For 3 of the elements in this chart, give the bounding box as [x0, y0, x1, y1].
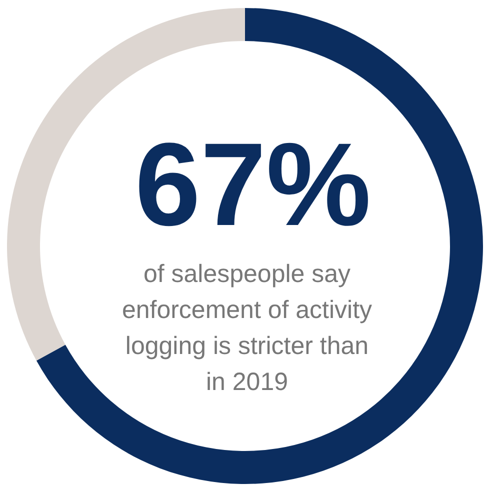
data-label: 67% — [134, 119, 372, 251]
text: of salespeople say enforcement of activity logging is stricter than in 2019 — [122, 260, 373, 396]
donut-slice — [36, 8, 483, 484]
